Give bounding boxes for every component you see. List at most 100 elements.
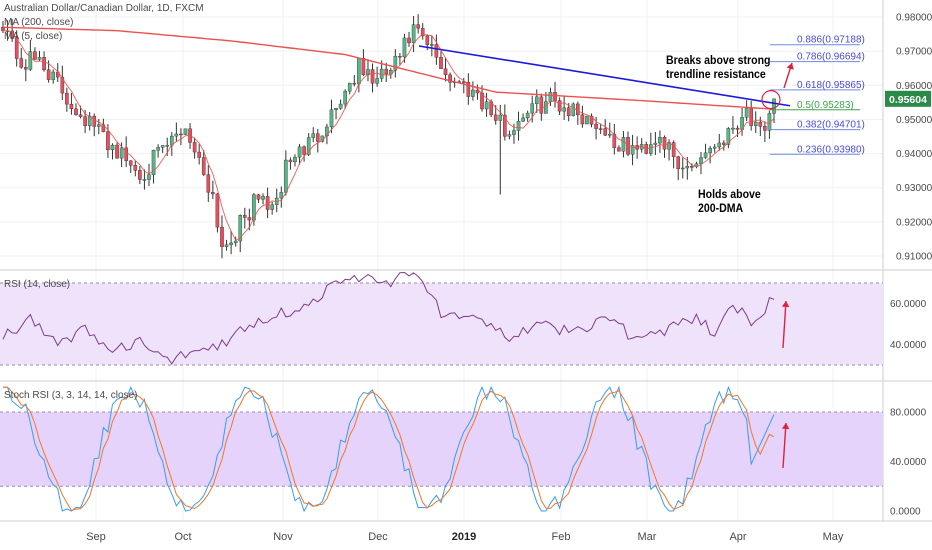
candle-body: [763, 126, 767, 131]
candle-body: [224, 244, 229, 247]
candle-body: [475, 89, 480, 94]
candle-body: [731, 127, 735, 130]
candle-body: [293, 156, 297, 163]
candle-body: [115, 144, 119, 159]
dma-annotation-line2: 200-DMA: [698, 201, 744, 215]
price-axis-label: 0.93000: [896, 183, 932, 194]
candle-body: [402, 37, 407, 58]
candle-body: [571, 103, 576, 116]
candle-body: [443, 68, 448, 76]
rsi-up-arrow-head: [781, 301, 790, 308]
candle-body: [279, 192, 284, 199]
candle-body: [110, 144, 115, 151]
candle-body: [106, 131, 110, 151]
rsi-band: [0, 283, 883, 365]
candle-body: [671, 142, 676, 157]
candle-body: [753, 121, 758, 126]
rsi-title: RSI (14, close): [4, 279, 71, 290]
candle-body: [548, 92, 553, 102]
candle-body: [256, 194, 261, 200]
candle-body: [343, 90, 347, 105]
candle-body: [630, 145, 635, 155]
candle-body: [676, 156, 680, 170]
stoch-rsi-title: Stoch RSI (3, 3, 14, 14, close): [4, 390, 138, 401]
candle-body: [65, 92, 69, 105]
candle-body: [338, 103, 343, 109]
candle-body: [42, 57, 46, 70]
candle-body: [566, 107, 571, 116]
candle-body: [384, 68, 389, 75]
breakout-annotation-line1: Breaks above strong: [666, 53, 771, 67]
candle-body: [242, 215, 247, 218]
candle-body: [128, 160, 133, 166]
candle-body: [325, 126, 329, 137]
candle-body: [411, 24, 416, 44]
candle-body: [297, 146, 302, 158]
price-axis-label: 0.92000: [896, 217, 932, 228]
oscillator-lines: [2, 271, 775, 513]
candle-body: [388, 70, 393, 75]
candle-body: [379, 68, 384, 79]
candle-body: [758, 121, 763, 127]
trendline-resistance: [418, 45, 791, 107]
fibonacci-levels: 0.236(0.93980) 0.382(0.94701) 0.5(0.95283)…: [770, 35, 865, 155]
candle-body: [83, 116, 87, 127]
moving-averages: [2, 26, 775, 242]
candle-body: [270, 204, 274, 210]
candle-body: [594, 123, 598, 129]
candle-body: [37, 57, 42, 60]
price-axis-label: 0.98000: [896, 13, 932, 24]
candle-body: [10, 30, 14, 38]
candle-body: [726, 128, 731, 145]
stoch-axis-label: 0.0000: [890, 507, 921, 518]
candle-body: [211, 192, 215, 195]
candle-body: [119, 147, 124, 159]
candle-body: [197, 151, 201, 158]
candle-body: [722, 142, 726, 145]
candle-body: [179, 133, 183, 136]
fib-level-label: 0.236(0.93980): [797, 144, 865, 155]
rsi-axis-label: 60.0000: [890, 299, 927, 310]
price-axis-label: 0.94000: [896, 149, 932, 160]
candle-body: [744, 108, 749, 118]
stoch-up-arrow-head: [781, 423, 790, 430]
candle-body: [366, 69, 370, 75]
candle-body: [562, 107, 566, 112]
stoch-up-arrow-shaft: [782, 422, 787, 469]
candle-body: [398, 55, 402, 58]
candle-body: [662, 137, 667, 150]
candle-body: [539, 96, 544, 114]
candle-body: [585, 115, 589, 125]
indicator-bands: [0, 0, 932, 522]
candle-body: [516, 121, 521, 131]
candle-body: [484, 101, 489, 110]
time-axis-label: Sep: [86, 531, 106, 543]
candle-body: [151, 150, 156, 175]
candle-body: [329, 109, 334, 128]
stoch-axis-label: 40.0000: [890, 457, 927, 468]
candle-body: [74, 108, 78, 115]
stoch-axis-label: 80.0000: [890, 408, 927, 419]
candle-body: [24, 67, 28, 70]
candle-body: [735, 127, 740, 130]
candle-body: [28, 51, 33, 70]
rsi-line: [2, 271, 775, 365]
candle-body: [712, 146, 717, 149]
fib-level-label: 0.618(0.95865): [797, 80, 865, 91]
price-axis-label: 0.91000: [896, 252, 932, 263]
time-axis-label: Dec: [368, 531, 388, 543]
candle-body: [589, 115, 594, 125]
breakout-annotation: Breaks above strong trendline resistance: [666, 53, 770, 81]
candle-body: [315, 133, 320, 142]
candle-body: [649, 144, 653, 154]
annotation-markers: [761, 62, 794, 469]
breakout-circle: [761, 90, 781, 110]
ma5-legend: MA (5, close): [4, 31, 63, 42]
candle-body: [603, 128, 608, 136]
dma-annotation-line1: Holds above: [698, 187, 761, 201]
candle-body: [493, 114, 498, 121]
price-axis-label: 0.97000: [896, 47, 932, 58]
candle-body: [708, 147, 712, 154]
candle-body: [306, 137, 311, 155]
